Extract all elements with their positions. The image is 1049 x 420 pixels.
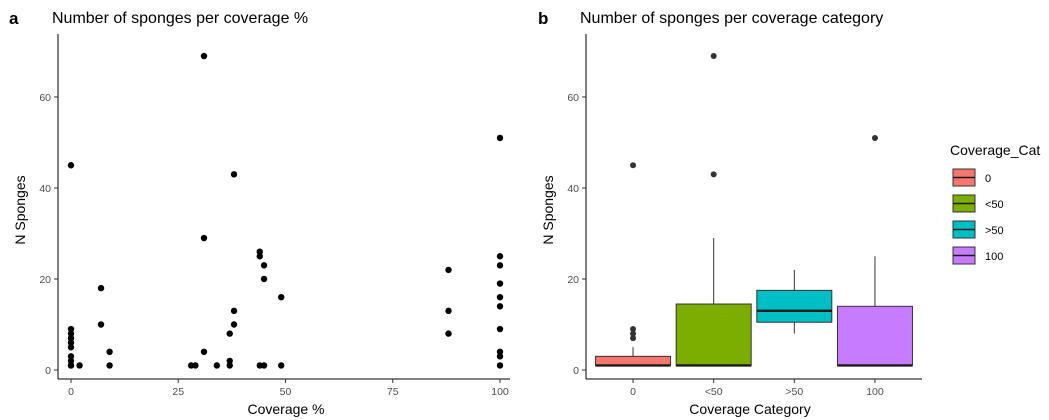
panel-a-point — [67, 339, 75, 346]
panel-b-title: Number of sponges per coverage category — [580, 10, 883, 27]
panel-a-point — [260, 275, 268, 283]
panel-b-box-4 — [836, 305, 913, 366]
panel-a-point — [278, 294, 285, 301]
panel-a-point — [67, 325, 75, 333]
panel-b-outlier — [710, 171, 717, 178]
panel-a-point — [67, 330, 75, 337]
panel-a-x-tick-label: 100 — [491, 386, 509, 398]
panel-a-point — [496, 253, 504, 260]
panel-a-point — [226, 357, 233, 365]
panel-b-outlier — [630, 326, 637, 333]
legend-label-1: 0 — [985, 173, 991, 185]
panel-a-title: Number of sponges per coverage % — [52, 10, 308, 27]
panel-a-point — [445, 307, 452, 315]
panel-b-outlier — [630, 330, 637, 337]
legend: 0 <50 >50 100 — [952, 168, 1004, 265]
panel-a-point — [230, 321, 238, 328]
panel-b-box-1 — [595, 355, 672, 366]
panel-a-point — [278, 362, 285, 369]
panel-a-point — [496, 353, 504, 360]
legend-label-3: >50 — [985, 225, 1004, 237]
panel-a-point — [496, 262, 504, 269]
panel-a-point — [67, 357, 75, 365]
panel-b-letter: b — [538, 9, 548, 28]
panel-b-outlier — [630, 335, 637, 342]
panel-b-outlier — [710, 53, 717, 60]
panel-a-point — [97, 284, 105, 292]
panel-b-xlabel: Coverage Category — [689, 401, 810, 417]
legend-title: Coverage_Cat — [950, 142, 1040, 158]
panel-a-letter: a — [9, 9, 19, 28]
panel-a-ylabel: N Sponges — [12, 175, 28, 244]
panel-b-x-tick-label: 0 — [630, 386, 636, 398]
panel-a-point — [230, 307, 238, 315]
panel-a-point — [496, 362, 504, 369]
panel-b-x-tick-label: 100 — [866, 386, 884, 398]
panel-a-x-tick-label: 50 — [280, 386, 292, 398]
panel-b-plot: 0 20 40 60 0 <50 >50 100 — [567, 34, 922, 398]
panel-a-point — [496, 303, 504, 310]
panel-a-point — [67, 162, 75, 169]
panel-a-point — [496, 294, 504, 301]
panel-a-point — [67, 334, 75, 342]
panel-a-point — [260, 262, 268, 269]
panel-a-y-tick-label: 0 — [45, 365, 51, 377]
panel-a-point — [445, 330, 452, 337]
legend-label-4: 100 — [985, 251, 1003, 263]
panel-a-point — [97, 321, 105, 328]
panel-a-point — [213, 362, 221, 369]
panel-a-point — [496, 348, 504, 355]
panel-a-point — [106, 348, 113, 355]
panel-a-y-tick-label: 40 — [39, 183, 51, 195]
panel-b-x-tick-label: >50 — [785, 386, 803, 398]
panel-a-point — [496, 134, 504, 142]
panel-b-y-tick-label: 40 — [567, 183, 579, 195]
panel-a-x-tick-label: 25 — [172, 386, 184, 398]
panel-b-box-2 — [675, 303, 752, 366]
panel-a-point — [192, 362, 199, 369]
panel-a-point — [496, 325, 504, 333]
panel-a-point — [256, 248, 263, 255]
panel-a-xlabel: Coverage % — [247, 401, 324, 417]
panel-a-point — [200, 52, 208, 60]
panel-a-plot: 0 20 40 60 0 25 50 75 100 — [39, 34, 510, 398]
panel-a-x-tick-label: 75 — [387, 386, 399, 398]
panel-a-point — [200, 234, 208, 242]
panel-a-point — [67, 344, 75, 351]
panel-a-point — [226, 330, 233, 337]
panel-b-y-tick-label: 20 — [567, 274, 579, 286]
panel-a-point — [445, 266, 452, 274]
panel-a-point — [496, 280, 504, 287]
panel-b-y-tick-label: 60 — [567, 92, 579, 104]
panel-b-outlier — [630, 162, 637, 169]
panel-a-point — [200, 348, 208, 355]
panel-a-point — [260, 362, 268, 369]
panel-a-point — [256, 253, 263, 260]
panel-a-y-tick-label: 60 — [39, 92, 51, 104]
panel-a-y-tick-label: 20 — [39, 274, 51, 286]
panel-b-ylabel: N Sponges — [540, 175, 556, 244]
panel-b-y-tick-label: 0 — [573, 365, 579, 377]
panel-b-x-tick-label: <50 — [705, 386, 723, 398]
panel-a-point — [67, 353, 75, 360]
panel-a-x-tick-label: 0 — [68, 386, 74, 398]
panel-a-point — [106, 362, 113, 369]
panel-a-point — [226, 362, 233, 369]
legend-label-2: <50 — [985, 199, 1004, 211]
panel-a-point — [67, 362, 75, 369]
panel-a-point — [230, 171, 238, 178]
panel-a-point — [76, 362, 83, 369]
panel-b-box-3 — [756, 289, 833, 323]
panel-b-outlier — [871, 134, 878, 141]
